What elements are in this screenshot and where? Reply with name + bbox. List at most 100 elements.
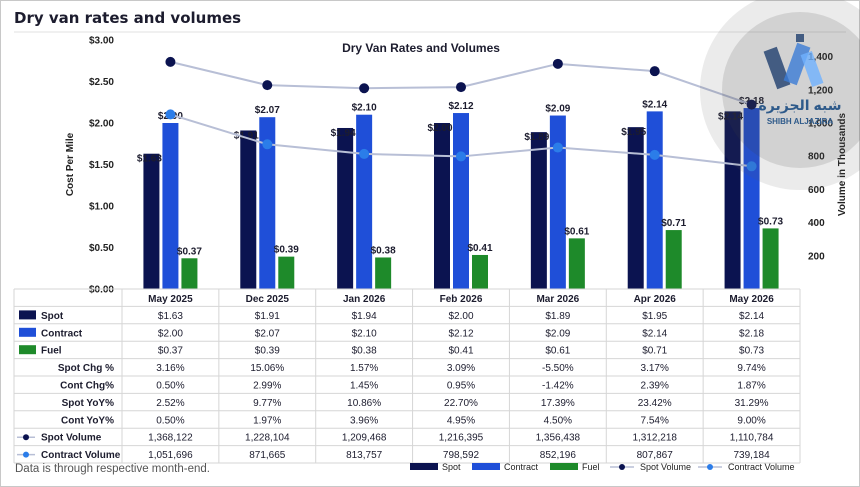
table-marker-contract (19, 327, 36, 337)
table-row-fuel: Fuel $0.37 $0.39 $0.38 $0.41 $0.61 $0.71 $0.73 (19, 345, 765, 357)
point-contract-volume-may-2026 (746, 161, 757, 172)
table-cell: -5.50% (542, 363, 574, 374)
table-cell: 798,592 (443, 450, 480, 461)
point-contract-volume-may-2025 (165, 109, 176, 120)
legend-label: Contract (504, 462, 539, 472)
point-spot-volume-jan-2026 (359, 83, 370, 94)
table-cell: $1.89 (545, 311, 570, 322)
table-cell: 23.42% (638, 398, 672, 409)
bar-fuel-apr-2026 (665, 230, 682, 289)
table-cell: 4.95% (447, 415, 475, 426)
legend-marker (619, 464, 625, 470)
table-cell: 1,312,218 (632, 433, 677, 444)
table-cell: $2.00 (158, 328, 183, 339)
table-cell: 813,757 (346, 450, 383, 461)
y-tick-label: $1.50 (89, 160, 114, 171)
category-label: Feb 2026 (440, 294, 483, 305)
bar-spot-apr-2026 (627, 127, 644, 290)
table-cell: 15.06% (250, 363, 284, 374)
category-label: Dec 2025 (246, 294, 290, 305)
bar-contract-feb-2026 (453, 113, 469, 289)
data-label-spot: $1.63 (137, 154, 162, 165)
table-row-label: Cont Chg% (60, 381, 114, 392)
table-cell: 807,867 (637, 450, 674, 461)
legend-item-contract: Contract (472, 462, 539, 472)
table-cell: 17.39% (541, 398, 575, 409)
table-cell: $2.12 (448, 328, 473, 339)
bar-fuel-feb-2026 (472, 254, 488, 289)
point-contract-volume-mar-2026 (552, 142, 563, 153)
table-cell: 1,356,438 (536, 433, 581, 444)
table-row-cont-yoy: Cont YoY% 0.50% 1.97% 3.96% 4.95% 4.50% 7.54% 9… (61, 415, 766, 426)
bar-contract-may-2026 (743, 108, 760, 289)
legend-item-fuel: Fuel (550, 462, 600, 472)
bar-spot-dec-2025 (240, 130, 257, 289)
y-axis-title: Cost Per Mile (65, 132, 76, 196)
point-spot-volume-feb-2026 (456, 82, 466, 93)
legend-label: Contract Volume (728, 462, 795, 472)
y2-tick-label: 200 (808, 251, 825, 262)
table-cell: 3.96% (350, 415, 378, 426)
point-spot-volume-mar-2026 (552, 58, 563, 69)
table-cell: 2.52% (156, 398, 184, 409)
table-cell: 1,209,468 (342, 433, 387, 444)
y2-tick-label: 400 (808, 218, 825, 229)
y-axis: $0.00 $0.50 $1.00 $1.50 $2.00 $2.50 $3.00 (89, 36, 114, 296)
table-row-spot: Spot $1.63 $1.91 $1.94 $2.00 $1.89 $1.95 $2.14 (19, 310, 765, 322)
y2-tick-label: 1,000 (808, 119, 833, 130)
legend-item-spot: Spot (410, 462, 461, 472)
y-tick-label: $2.00 (89, 119, 114, 130)
table-cell: 1,110,784 (730, 433, 774, 444)
table-cell: 739,184 (733, 450, 770, 461)
bar-fuel-may-2026 (762, 228, 779, 289)
table-cell: $2.00 (448, 311, 473, 322)
bar-spot-feb-2026 (434, 123, 450, 289)
table-cell: $0.61 (545, 346, 570, 357)
table-cell: -1.42% (542, 381, 574, 392)
table-cell: 1.45% (350, 381, 378, 392)
table-cell: $1.63 (158, 311, 183, 322)
data-label-contract: $2.07 (255, 105, 280, 116)
bar-contract-mar-2026 (549, 115, 566, 289)
data-label-spot: $1.94 (331, 128, 356, 139)
table-cell: $2.10 (352, 328, 377, 339)
data-label-contract: $2.12 (448, 101, 473, 112)
table-cell: 0.50% (156, 415, 184, 426)
legend: Spot Contract Fuel Spot Volume Contract Volu… (410, 462, 795, 472)
y-tick-label: $0.50 (89, 243, 114, 254)
page-title: Dry van rates and volumes (14, 9, 241, 27)
bar-contract-dec-2025 (259, 117, 276, 289)
table-cell: 7.54% (641, 415, 669, 426)
table-cell: $0.73 (739, 346, 764, 357)
table-cell: $0.41 (448, 346, 473, 357)
table-cell: 4.50% (544, 415, 572, 426)
table-cell: 9.74% (737, 363, 765, 374)
table-cell: $2.09 (545, 328, 570, 339)
y2-axis: 200 400 600 800 1,000 1,200 1,400 (808, 52, 833, 262)
table-cell: 871,665 (249, 450, 286, 461)
table-cell: $2.14 (739, 311, 764, 322)
table-marker-spot (19, 310, 36, 320)
data-label-contract: $2.10 (352, 103, 377, 114)
point-spot-volume-may-2026 (746, 99, 757, 110)
table-cell: 1.57% (350, 363, 378, 374)
point-spot-volume-may-2025 (165, 56, 176, 67)
legend-item-spot-volume: Spot Volume (610, 462, 691, 472)
watermark: شبه الجزيرة SHIBH ALJAZIRA (700, 0, 860, 190)
table-row-label: Spot Volume (41, 433, 102, 444)
table-row-label: Fuel (41, 346, 62, 357)
legend-swatch (550, 463, 578, 470)
table-cell: 1,228,104 (245, 433, 290, 444)
table-cell: $1.95 (642, 311, 667, 322)
data-label-spot: $1.91 (234, 130, 259, 141)
data-label-fuel: $0.39 (274, 245, 299, 256)
bar-contract-jan-2026 (356, 114, 373, 289)
table-cell: $2.18 (739, 328, 764, 339)
table-cell: 1,216,395 (439, 433, 484, 444)
data-label-fuel: $0.41 (467, 243, 492, 254)
table-row-cont-chg: Cont Chg% 0.50% 2.99% 1.45% 0.95% -1.42% 2.39%… (60, 381, 766, 392)
table-cell: $1.91 (255, 311, 280, 322)
table-cell: 0.95% (447, 381, 475, 392)
data-label-fuel: $0.61 (564, 226, 589, 237)
data-table: May 2025 Dec 2025 Jan 2026 Feb 2026 Mar 2026… (13, 288, 801, 464)
